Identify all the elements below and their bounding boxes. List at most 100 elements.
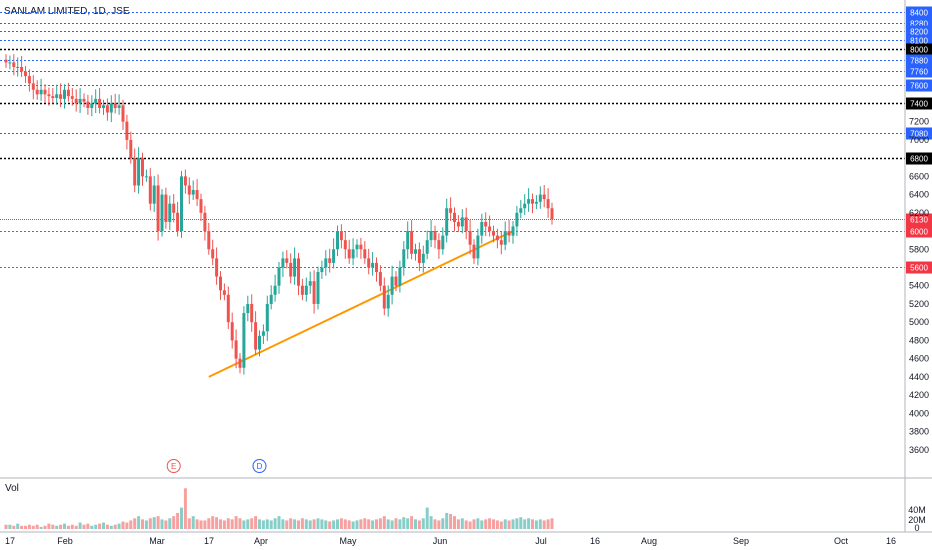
candle-body xyxy=(382,285,386,309)
candle xyxy=(542,185,546,208)
candle xyxy=(129,131,133,164)
volume-bar xyxy=(519,517,523,529)
volume-bar xyxy=(199,520,203,529)
volume-tick: 20M xyxy=(908,515,926,525)
candle-body xyxy=(105,105,109,113)
candle xyxy=(195,179,199,206)
candle xyxy=(51,87,55,104)
candle xyxy=(238,353,242,374)
candle xyxy=(339,224,343,249)
candle-body xyxy=(117,105,121,108)
candle-body xyxy=(277,267,281,286)
candle xyxy=(109,95,113,123)
candle xyxy=(347,239,351,264)
dividend-marker xyxy=(252,459,267,473)
candle-body xyxy=(499,240,503,245)
earnings-marker xyxy=(166,459,181,473)
volume-bar xyxy=(476,518,480,529)
time-axis[interactable]: 17 Feb Mar 17 Apr May Jun Jul 16 Aug Sep Oct 16 xyxy=(5,536,896,546)
volume-bar xyxy=(211,516,215,529)
candle xyxy=(495,228,499,249)
candle-body xyxy=(484,221,488,227)
candle xyxy=(176,201,180,237)
candle-body xyxy=(336,231,339,250)
volume-bar xyxy=(468,521,472,529)
candle-body xyxy=(449,208,453,213)
price-tick-4800: 4800 xyxy=(909,335,929,345)
volume-bar xyxy=(277,516,281,529)
volume-bar xyxy=(378,518,382,529)
candle xyxy=(464,207,468,240)
candle xyxy=(367,248,371,275)
candle-body xyxy=(176,212,180,232)
time-tick-16: 16 xyxy=(886,536,896,546)
price-tick-4000: 4000 xyxy=(909,408,929,418)
volume-bar xyxy=(156,516,160,529)
time-tick-Jun: Jun xyxy=(433,536,448,546)
volume-bar xyxy=(121,521,125,529)
volume-bar xyxy=(359,519,363,529)
volume-bar xyxy=(433,519,437,529)
candle-body xyxy=(429,231,433,241)
candle xyxy=(375,257,378,282)
candle-body xyxy=(546,199,550,209)
volume-bar xyxy=(414,519,417,529)
candle xyxy=(27,69,31,92)
volume-bar xyxy=(183,488,187,529)
level-label-7880: 7880 xyxy=(910,57,928,66)
candle-body xyxy=(164,194,168,222)
candle-body xyxy=(289,262,293,277)
candle xyxy=(402,241,406,276)
volume-bar xyxy=(176,512,180,529)
candle xyxy=(141,152,144,186)
time-tick-17: 17 xyxy=(204,536,214,546)
candle xyxy=(24,66,27,83)
volume-bar xyxy=(375,519,378,529)
candle-body xyxy=(460,217,464,227)
candle xyxy=(269,285,273,310)
volume-bar xyxy=(144,520,148,529)
candle xyxy=(398,260,402,293)
time-tick-May: May xyxy=(339,536,357,546)
candle xyxy=(527,188,531,212)
volume-bar xyxy=(261,520,265,529)
candle-body xyxy=(523,203,527,209)
volume-bar xyxy=(445,512,449,529)
time-tick-17: 17 xyxy=(5,536,15,546)
candle xyxy=(300,278,304,301)
volume-bar xyxy=(148,518,152,529)
candle xyxy=(503,221,507,251)
candle xyxy=(47,87,51,106)
candle xyxy=(148,168,152,211)
chart-title: SANLAM LIMITED, 1D, JSE xyxy=(4,6,130,17)
candle xyxy=(70,87,74,106)
candle xyxy=(414,243,417,261)
volume-bar xyxy=(226,518,230,529)
candle xyxy=(390,265,394,305)
candle xyxy=(137,147,141,194)
volume-bar xyxy=(94,524,98,529)
candle-body xyxy=(39,89,43,95)
candle xyxy=(429,220,433,247)
candle-body xyxy=(371,262,375,268)
candle-body xyxy=(160,194,164,232)
candle xyxy=(222,283,226,301)
volume-bar xyxy=(180,507,183,529)
candle xyxy=(386,285,390,317)
volume-bar xyxy=(304,519,308,529)
candle xyxy=(187,177,191,205)
candle-body xyxy=(425,240,429,254)
candle xyxy=(156,174,160,241)
volume-bar xyxy=(105,524,109,529)
volume-bar xyxy=(449,514,453,529)
candle-body xyxy=(258,335,261,350)
level-badge-7880 xyxy=(906,54,932,67)
volume-bar xyxy=(410,516,414,529)
volume-bar xyxy=(417,520,421,529)
candle xyxy=(191,180,195,201)
volume-bar xyxy=(503,519,507,529)
candle-body xyxy=(109,103,113,113)
